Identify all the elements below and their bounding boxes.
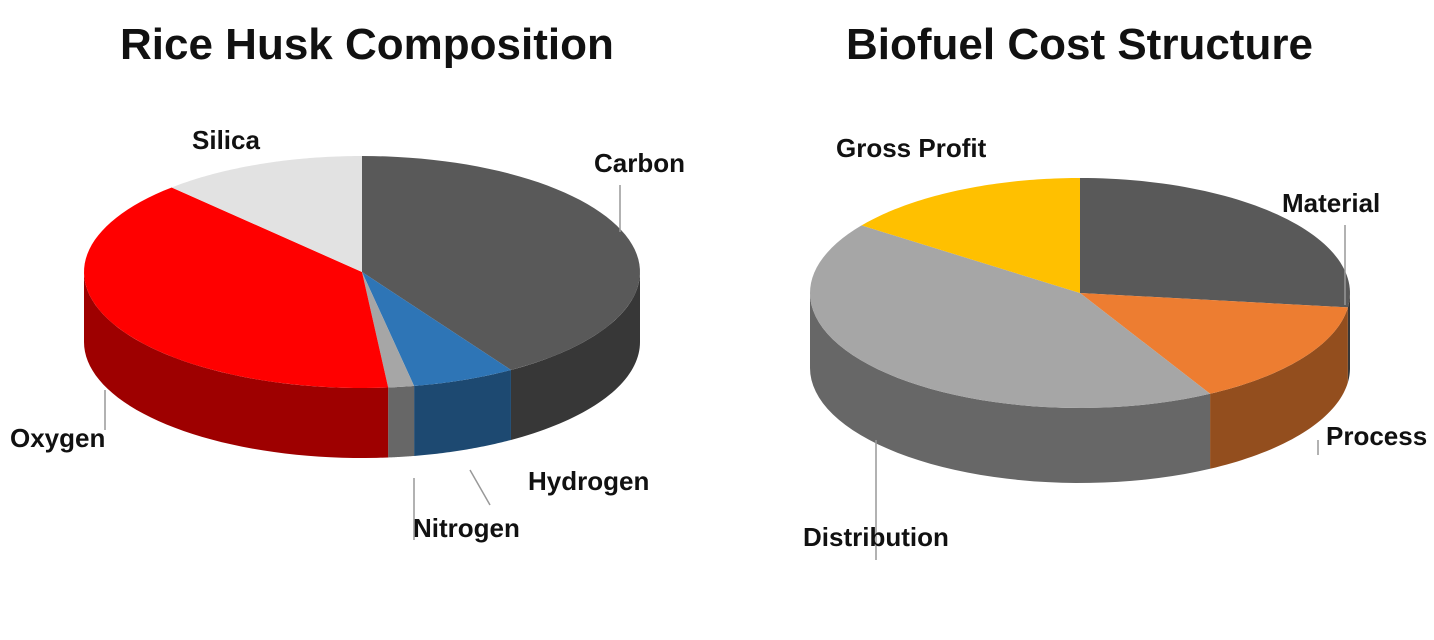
pie-slice-oxygen	[84, 187, 389, 388]
pie-slice-silica	[171, 156, 362, 272]
pie-slice-material	[1080, 178, 1350, 308]
pie-side-carbon	[510, 272, 640, 440]
label-silica: Silica	[192, 125, 260, 155]
chart-title-rice-husk: Rice Husk Composition	[120, 20, 614, 69]
leader-line	[469, 469, 491, 506]
pie-side-hydrogen	[414, 369, 511, 456]
pie-slice-distribution	[810, 225, 1211, 408]
pie-side-distribution	[810, 293, 1211, 483]
label-oxygen: Oxygen	[10, 423, 106, 453]
label-distribution: Distribution	[803, 522, 949, 552]
label-gross-profit: Gross Profit	[836, 133, 987, 163]
pie-slice-carbon	[362, 156, 640, 370]
label-nitrogen: Nitrogen	[413, 513, 520, 543]
pie-slice-process	[1080, 293, 1348, 394]
label-hydrogen: Hydrogen	[528, 466, 650, 496]
label-process: Process	[1326, 421, 1428, 451]
pie-side-nitrogen	[388, 385, 415, 458]
pie-side-material	[1347, 293, 1350, 383]
pie-side-process	[1210, 307, 1348, 469]
pie-slice-hydrogen	[362, 272, 511, 386]
pie-slice-nitrogen	[362, 272, 415, 388]
label-material: Material	[1282, 188, 1381, 218]
pie-slice-gross-profit	[861, 178, 1080, 293]
chart-title-biofuel: Biofuel Cost Structure	[846, 20, 1313, 69]
label-carbon: Carbon	[594, 148, 685, 178]
pie-side-oxygen	[84, 272, 389, 458]
